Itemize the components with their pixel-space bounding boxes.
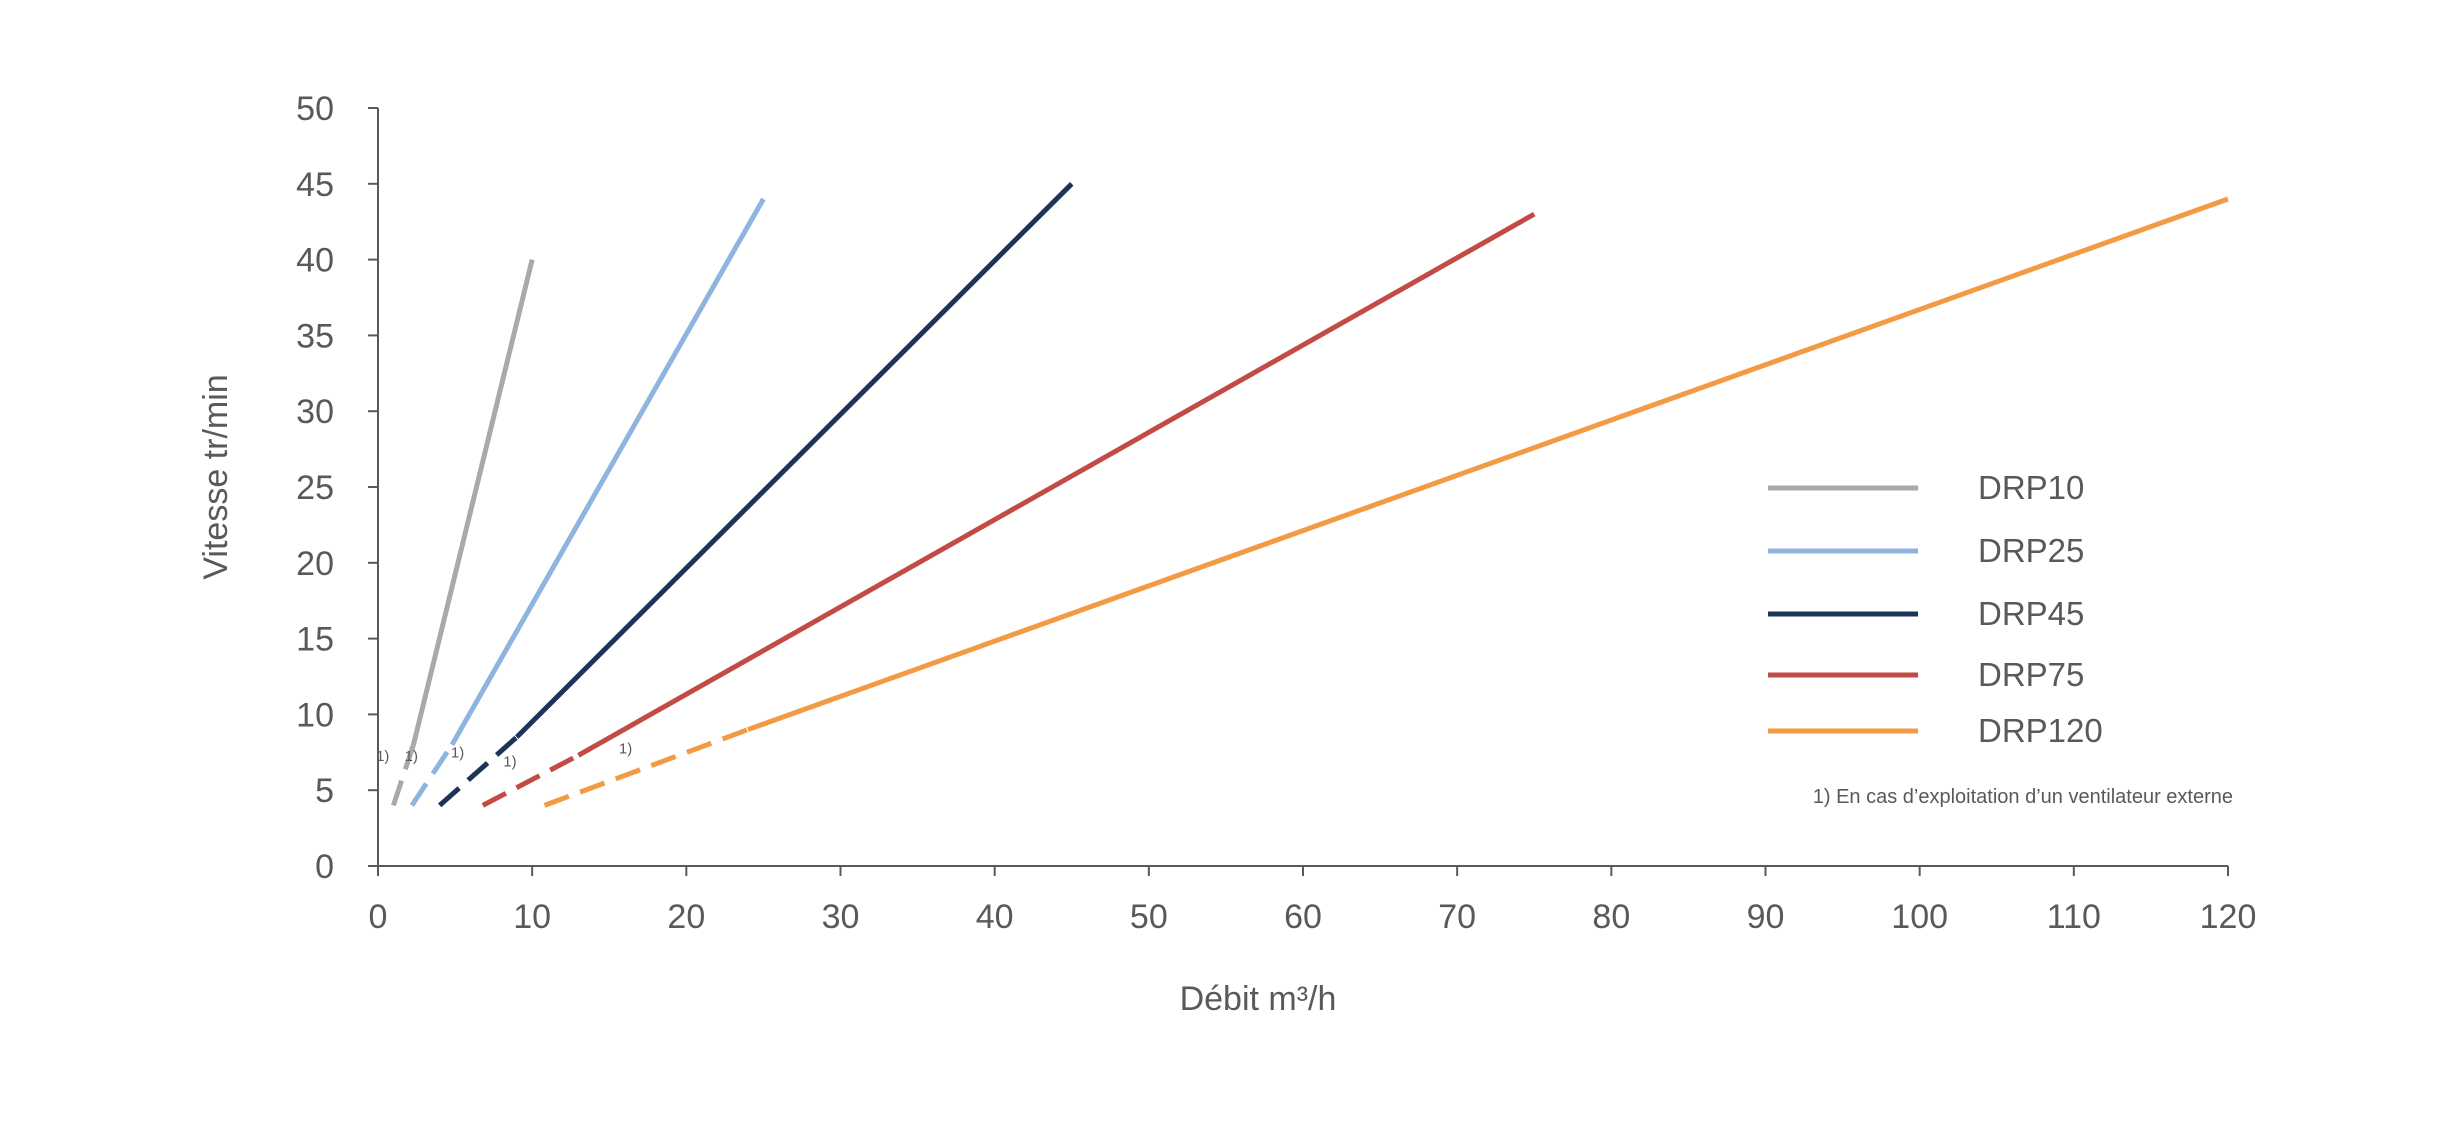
segment-note-label: 1): [503, 753, 516, 770]
y-axis-title: Vitesse tr/min: [197, 374, 235, 579]
legend-label-drp10: DRP10: [1978, 469, 2084, 506]
x-tick-label: 70: [1438, 898, 1476, 936]
series-dashed-segment: [438, 735, 519, 808]
y-tick-label: 40: [296, 242, 334, 280]
y-tick-label: 45: [296, 166, 334, 204]
y-tick-label: 5: [315, 772, 334, 810]
x-tick-label: 60: [1284, 898, 1322, 936]
segment-note-label: 1): [405, 748, 418, 765]
x-tick-label: 20: [667, 898, 705, 936]
series-solid-segment: [449, 197, 766, 746]
segment-note-label: 1): [619, 740, 632, 757]
x-tick-label: 120: [2200, 898, 2257, 936]
x-tick-label: 90: [1747, 898, 1785, 936]
footnote: 1) En cas d’exploitation d’un ventilateu…: [1813, 786, 2233, 808]
series-drp75: 1): [481, 211, 1536, 808]
series-drp10: 1): [376, 259, 535, 807]
y-axis-ticks: 0 5 10 15 20 25 30 35 40 45 50: [296, 90, 378, 886]
y-tick-label: 10: [296, 696, 334, 734]
y-tick-label: 15: [296, 621, 334, 659]
x-tick-label: 40: [976, 898, 1014, 936]
x-axis-ticks: 0 10 20 30 40 50 60 70 80 90 100 110 120: [369, 866, 2257, 936]
y-tick-label: 0: [315, 848, 334, 886]
x-tick-label: 10: [513, 898, 551, 936]
y-tick-label: 50: [296, 90, 334, 128]
series-drp25: 1): [405, 197, 766, 807]
legend-label-drp45: DRP45: [1978, 595, 2084, 632]
x-tick-label: 50: [1130, 898, 1168, 936]
y-tick-label: 20: [296, 545, 334, 583]
series-solid-segment: [577, 211, 1536, 758]
series-drp45: 1): [438, 182, 1074, 808]
series-dashed-segment: [391, 743, 416, 807]
series-lines: 1) 1) 1) 1) 1): [376, 182, 2229, 808]
x-tick-label: 110: [2047, 898, 2101, 936]
y-tick-label: 25: [296, 469, 334, 507]
series-dashed-segment: [481, 753, 580, 808]
x-axis-title: Débit m³/h: [1180, 980, 1337, 1018]
series-drp120: 1): [543, 196, 2229, 808]
segment-note-label: 1): [451, 744, 464, 761]
legend-label-drp75: DRP75: [1978, 656, 2084, 693]
series-dashed-segment: [543, 727, 749, 808]
series-solid-segment: [747, 196, 2229, 732]
series-dashed-segment: [409, 743, 455, 807]
y-tick-label: 35: [296, 317, 334, 355]
x-tick-label: 0: [369, 898, 388, 936]
segment-note-label: 1): [376, 748, 389, 765]
x-tick-label: 100: [1891, 898, 1948, 936]
legend: DRP10 DRP25 DRP45 DRP75 DRP120: [1768, 469, 2103, 749]
legend-label-drp25: DRP25: [1978, 532, 2084, 569]
legend-label-drp120: DRP120: [1978, 712, 2103, 749]
x-tick-label: 30: [822, 898, 860, 936]
series-solid-segment: [411, 259, 535, 746]
y-tick-label: 30: [296, 393, 334, 431]
x-tick-label: 80: [1592, 898, 1630, 936]
chart-axes: 0 10 20 30 40 50 60 70 80 90 100 110 120 0 5 10 15 20 25 3…: [296, 90, 2256, 936]
series-solid-segment: [514, 182, 1074, 739]
